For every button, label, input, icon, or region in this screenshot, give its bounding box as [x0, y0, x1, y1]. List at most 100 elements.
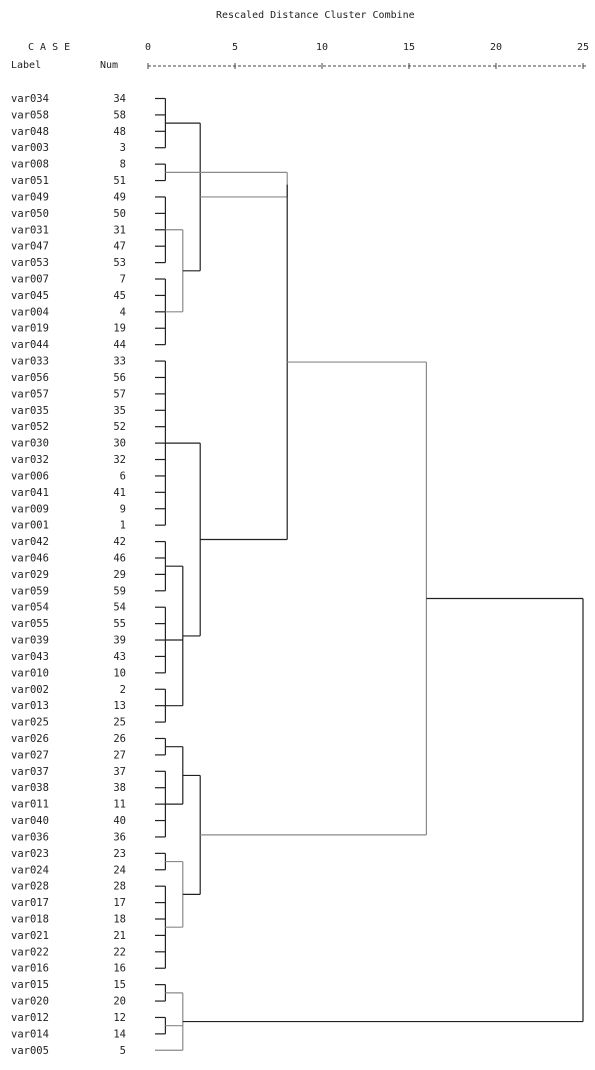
case-number: 10: [113, 667, 126, 679]
case-label: var051: [11, 175, 49, 187]
case-number: 11: [113, 799, 126, 811]
case-number: 42: [113, 536, 126, 548]
case-label: var003: [11, 142, 49, 154]
case-number: 50: [113, 208, 126, 220]
case-list: var034 34 var058 58 var048 48 var003 3 var008 8 va…: [11, 93, 126, 1057]
case-number: 25: [113, 717, 126, 729]
axis-tick-label: 25: [577, 42, 589, 53]
case-number: 30: [113, 438, 126, 450]
case-number: 46: [113, 552, 126, 564]
case-number: 5: [120, 1045, 126, 1057]
axis-tick-label: 20: [490, 42, 502, 53]
case-label: var014: [11, 1028, 49, 1040]
case-label: var039: [11, 635, 49, 647]
case-label: var024: [11, 864, 49, 876]
case-label: var028: [11, 881, 49, 893]
num-column-header: Num: [100, 60, 118, 71]
case-number: 59: [113, 585, 126, 597]
case-label: var019: [11, 323, 49, 335]
case-label: var022: [11, 946, 49, 958]
case-number: 8: [120, 159, 126, 171]
case-label: var041: [11, 487, 49, 499]
case-number: 39: [113, 635, 126, 647]
case-label: var045: [11, 290, 49, 302]
case-label: var057: [11, 388, 49, 400]
axis-tick-label: 0: [145, 42, 151, 53]
case-number: 21: [113, 930, 126, 942]
case-label: var046: [11, 552, 49, 564]
case-number: 9: [120, 503, 126, 515]
case-label: var005: [11, 1045, 49, 1057]
case-label: var036: [11, 831, 49, 843]
label-column-header: Label: [11, 60, 41, 71]
case-label: var040: [11, 815, 49, 827]
case-label: var010: [11, 667, 49, 679]
case-label: var004: [11, 306, 49, 318]
case-number: 12: [113, 1012, 126, 1024]
case-number: 24: [113, 864, 126, 876]
case-label: var053: [11, 257, 49, 269]
case-number: 2: [120, 684, 126, 696]
case-label: var048: [11, 126, 49, 138]
case-label: var038: [11, 782, 49, 794]
case-label: var044: [11, 339, 49, 351]
case-label: var047: [11, 241, 49, 253]
case-number: 7: [120, 274, 126, 286]
case-header: C A S E: [28, 42, 70, 53]
case-number: 52: [113, 421, 126, 433]
case-number: 14: [113, 1028, 126, 1040]
case-number: 1: [120, 520, 126, 532]
case-number: 16: [113, 963, 126, 975]
case-number: 36: [113, 831, 126, 843]
case-number: 51: [113, 175, 126, 187]
case-label: var050: [11, 208, 49, 220]
case-label: var030: [11, 438, 49, 450]
case-number: 33: [113, 356, 126, 368]
case-label: var033: [11, 356, 49, 368]
case-label: var027: [11, 749, 49, 761]
case-label: var059: [11, 585, 49, 597]
chart-title: Rescaled Distance Cluster Combine: [216, 10, 415, 21]
case-label: var018: [11, 914, 49, 926]
case-number: 17: [113, 897, 126, 909]
case-label: var052: [11, 421, 49, 433]
case-label: var058: [11, 109, 49, 121]
case-number: 20: [113, 996, 126, 1008]
dendrogram-links: [155, 97, 584, 1051]
case-number: 29: [113, 569, 126, 581]
case-label: var054: [11, 602, 49, 614]
case-label: var032: [11, 454, 49, 466]
case-label: var006: [11, 470, 49, 482]
case-number: 45: [113, 290, 126, 302]
case-number: 18: [113, 914, 126, 926]
case-label: var042: [11, 536, 49, 548]
case-number: 47: [113, 241, 126, 253]
case-number: 6: [120, 470, 126, 482]
case-label: var055: [11, 618, 49, 630]
case-label: var056: [11, 372, 49, 384]
case-number: 44: [113, 339, 126, 351]
case-label: var011: [11, 799, 49, 811]
case-label: var031: [11, 224, 49, 236]
case-number: 31: [113, 224, 126, 236]
axis-tick-label: 10: [316, 42, 328, 53]
case-number: 41: [113, 487, 126, 499]
case-label: var029: [11, 569, 49, 581]
case-number: 48: [113, 126, 126, 138]
axis-tick-label: 5: [232, 42, 238, 53]
case-number: 3: [120, 142, 126, 154]
case-label: var008: [11, 159, 49, 171]
case-label: var007: [11, 274, 49, 286]
case-label: var049: [11, 191, 49, 203]
case-number: 58: [113, 109, 126, 121]
case-label: var002: [11, 684, 49, 696]
case-number: 28: [113, 881, 126, 893]
case-number: 55: [113, 618, 126, 630]
case-number: 37: [113, 766, 126, 778]
case-number: 15: [113, 979, 126, 991]
case-number: 19: [113, 323, 126, 335]
x-axis: 0 5 10 15 20 25: [145, 42, 589, 69]
axis-tick-label: 15: [403, 42, 415, 53]
